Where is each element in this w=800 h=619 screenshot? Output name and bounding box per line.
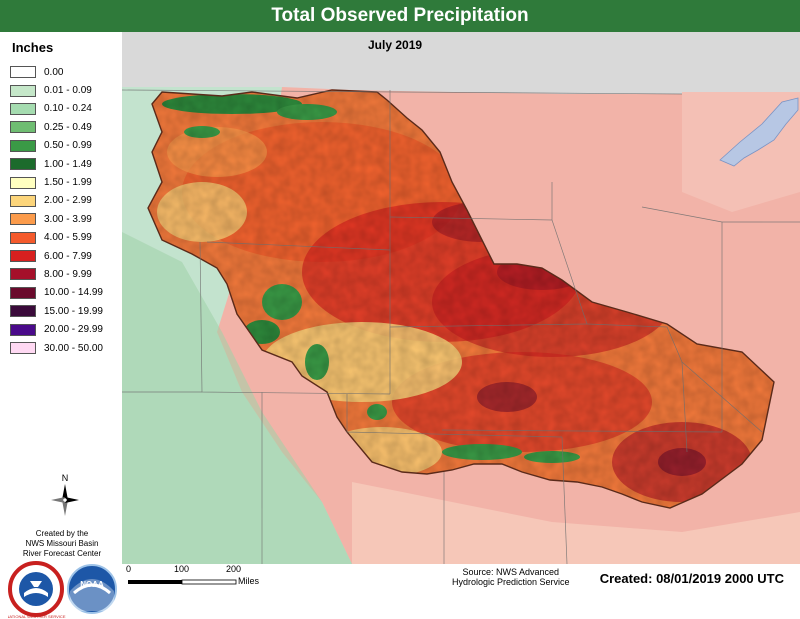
north-arrow-icon: N [51,473,79,516]
legend-item: 30.00 - 50.00 [10,339,103,357]
legend-label: 0.00 [44,66,64,78]
legend-label: 0.01 - 0.09 [44,85,92,97]
legend-label: 4.00 - 5.99 [44,232,92,244]
scale-unit: Miles [238,576,260,586]
legend-item: 0.00 [10,63,103,81]
legend-label: 1.00 - 1.49 [44,158,92,170]
legend-swatch [10,213,36,226]
map-title: Total Observed Precipitation [0,0,800,33]
legend-swatch [10,250,36,263]
legend-label: 3.00 - 3.99 [44,213,92,225]
legend-item: 2.00 - 2.99 [10,192,103,210]
legend-label: 20.00 - 29.99 [44,324,103,336]
legend-item: 1.50 - 1.99 [10,173,103,191]
legend-swatch [10,268,36,281]
legend-swatch [10,121,36,134]
agency-logos: NATIONAL WEATHER SERVICE NOAA [8,561,117,619]
legend-label: 6.00 - 7.99 [44,250,92,262]
map-period: July 2019 [368,38,423,52]
legend-item: 0.10 - 0.24 [10,100,103,118]
legend-item: 6.00 - 7.99 [10,247,103,265]
noaa-logo-icon: NOAA [67,564,117,614]
legend-list: 0.00 0.01 - 0.09 0.10 - 0.24 0.25 - 0.49 0.5… [10,63,103,357]
legend-label: 8.00 - 9.99 [44,268,92,280]
legend-item: 1.00 - 1.49 [10,155,103,173]
legend-item: 3.00 - 3.99 [10,210,103,228]
legend-item: 15.00 - 19.99 [10,302,103,320]
legend-title: Inches [12,40,54,55]
legend-label: 2.00 - 2.99 [44,195,92,207]
legend-item: 0.50 - 0.99 [10,137,103,155]
legend-item: 10.00 - 14.99 [10,284,103,302]
legend-label: 0.50 - 0.99 [44,140,92,152]
legend-swatch [10,323,36,336]
legend-label: 0.25 - 0.49 [44,121,92,133]
legend-item: 20.00 - 29.99 [10,320,103,338]
map-footer: 0 100 200 Miles Source: NWS Advanced Hyd… [122,564,800,595]
legend-item: 4.00 - 5.99 [10,229,103,247]
svg-text:NOAA: NOAA [80,580,104,589]
credit-text: Created by the NWS Missouri Basin River … [22,529,102,558]
legend-swatch [10,66,36,79]
scale-tick-200: 200 [226,564,242,574]
legend-label: 10.00 - 14.99 [44,287,103,299]
legend-swatch [10,194,36,207]
legend-label: 1.50 - 1.99 [44,177,92,189]
nws-logo-icon: NATIONAL WEATHER SERVICE [8,561,66,619]
legend-swatch [10,231,36,244]
legend-item: 0.01 - 0.09 [10,81,103,99]
scale-bar [128,579,237,585]
legend-swatch [10,158,36,171]
svg-text:NATIONAL WEATHER SERVICE: NATIONAL WEATHER SERVICE [8,614,66,619]
source-text: Source: NWS Advanced Hydrologic Predicti… [452,567,570,587]
created-timestamp: Created: 08/01/2019 2000 UTC [599,571,784,586]
legend-item: 0.25 - 0.49 [10,118,103,136]
scale-tick-100: 100 [174,564,190,574]
scale-tick-0: 0 [126,564,132,574]
legend-swatch [10,342,36,355]
legend-swatch [10,139,36,152]
legend-label: 30.00 - 50.00 [44,342,103,354]
legend-item: 8.00 - 9.99 [10,265,103,283]
legend-label: 0.10 - 0.24 [44,103,92,115]
legend-swatch [10,305,36,318]
legend: Inches 0.00 0.01 - 0.09 0.10 - 0.24 0.25 - … [0,32,122,619]
legend-swatch [10,286,36,299]
legend-swatch [10,176,36,189]
precipitation-map: July 2019 [122,32,800,564]
north-label: N [62,473,69,483]
legend-swatch [10,84,36,97]
legend-label: 15.00 - 19.99 [44,305,103,317]
legend-swatch [10,102,36,115]
